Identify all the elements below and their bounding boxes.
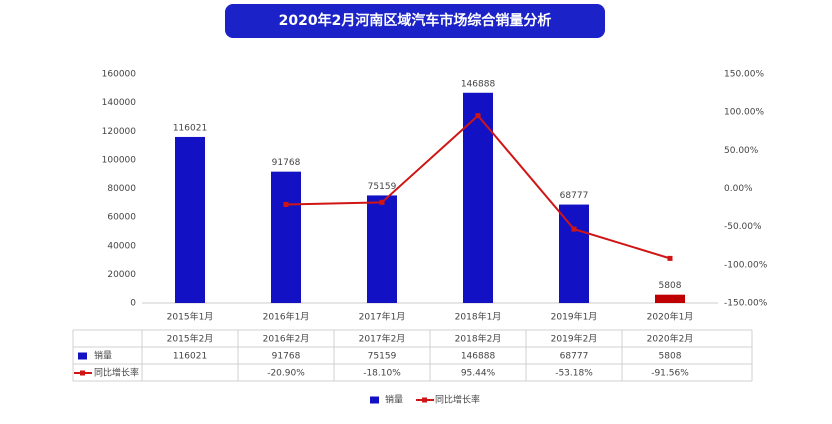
data-label: 75159 bbox=[368, 182, 397, 192]
x-tick-label: 2019年1月 bbox=[551, 311, 598, 323]
y-tick-label: 140000 bbox=[102, 98, 137, 108]
table-header: 2016年2月 bbox=[263, 333, 310, 345]
table-cell: -18.10% bbox=[363, 369, 401, 379]
bar bbox=[559, 204, 589, 303]
table-cell: -91.56% bbox=[651, 369, 689, 379]
y-tick-label: 0 bbox=[130, 299, 136, 309]
y-tick-label: 40000 bbox=[107, 241, 136, 251]
x-tick-label: 2016年1月 bbox=[263, 311, 310, 323]
y-tick-label: 160000 bbox=[102, 70, 137, 80]
table-legend-key bbox=[78, 352, 87, 360]
table-header: 2018年2月 bbox=[455, 333, 502, 345]
table-row-label: 同比增长率 bbox=[94, 367, 139, 379]
line-marker bbox=[571, 226, 577, 232]
line-marker bbox=[283, 201, 289, 207]
y2-tick-label: -50.00% bbox=[724, 222, 762, 232]
table-cell: 68777 bbox=[560, 352, 589, 362]
table-cell: 116021 bbox=[173, 352, 207, 362]
y-tick-label: 100000 bbox=[102, 155, 137, 165]
data-label: 116021 bbox=[173, 123, 207, 133]
table-header: 2020年2月 bbox=[647, 333, 694, 345]
table-header: 2017年2月 bbox=[359, 333, 406, 345]
y-tick-label: 80000 bbox=[107, 184, 136, 194]
y-tick-label: 120000 bbox=[102, 127, 137, 137]
y2-tick-label: 150.00% bbox=[724, 70, 764, 80]
legend-label: 销量 bbox=[385, 394, 403, 406]
table-cell: -53.18% bbox=[555, 369, 593, 379]
x-tick-label: 2020年1月 bbox=[647, 311, 694, 323]
bar bbox=[175, 136, 205, 303]
y2-tick-label: 100.00% bbox=[724, 108, 764, 118]
data-label: 68777 bbox=[560, 191, 589, 201]
table-cell: 5808 bbox=[659, 352, 682, 362]
legend-label: 同比增长率 bbox=[435, 394, 480, 406]
data-label: 146888 bbox=[461, 79, 496, 89]
table-cell: 146888 bbox=[461, 352, 496, 362]
bar bbox=[367, 195, 397, 303]
bar bbox=[655, 294, 685, 303]
line-marker bbox=[379, 199, 385, 205]
bar bbox=[271, 171, 301, 303]
y-tick-label: 60000 bbox=[107, 213, 136, 223]
table-header: 2019年2月 bbox=[551, 333, 598, 345]
chart-title: 2020年2月河南区域汽车市场综合销量分析 bbox=[279, 12, 552, 29]
table-row-label: 销量 bbox=[94, 350, 112, 362]
y2-tick-label: 0.00% bbox=[724, 184, 753, 194]
table-header: 2015年2月 bbox=[167, 333, 214, 345]
table-cell: 95.44% bbox=[461, 369, 496, 379]
legend-key bbox=[370, 396, 379, 404]
table-legend-key bbox=[80, 370, 85, 376]
legend-key bbox=[422, 397, 428, 403]
x-tick-label: 2015年1月 bbox=[167, 311, 214, 323]
table-cell: 75159 bbox=[368, 352, 397, 362]
line-marker bbox=[667, 255, 673, 261]
table-cell: -20.90% bbox=[267, 369, 305, 379]
data-label: 5808 bbox=[659, 281, 682, 291]
x-tick-label: 2017年1月 bbox=[359, 311, 406, 323]
y2-tick-label: -100.00% bbox=[724, 260, 768, 270]
y2-tick-label: 50.00% bbox=[724, 146, 759, 156]
x-tick-label: 2018年1月 bbox=[455, 311, 502, 323]
y-tick-label: 20000 bbox=[107, 270, 136, 280]
data-label: 91768 bbox=[272, 158, 301, 168]
title-banner bbox=[225, 4, 605, 38]
line-marker bbox=[475, 113, 481, 119]
y2-tick-label: -150.00% bbox=[724, 299, 768, 309]
table-cell: 91768 bbox=[272, 352, 301, 362]
